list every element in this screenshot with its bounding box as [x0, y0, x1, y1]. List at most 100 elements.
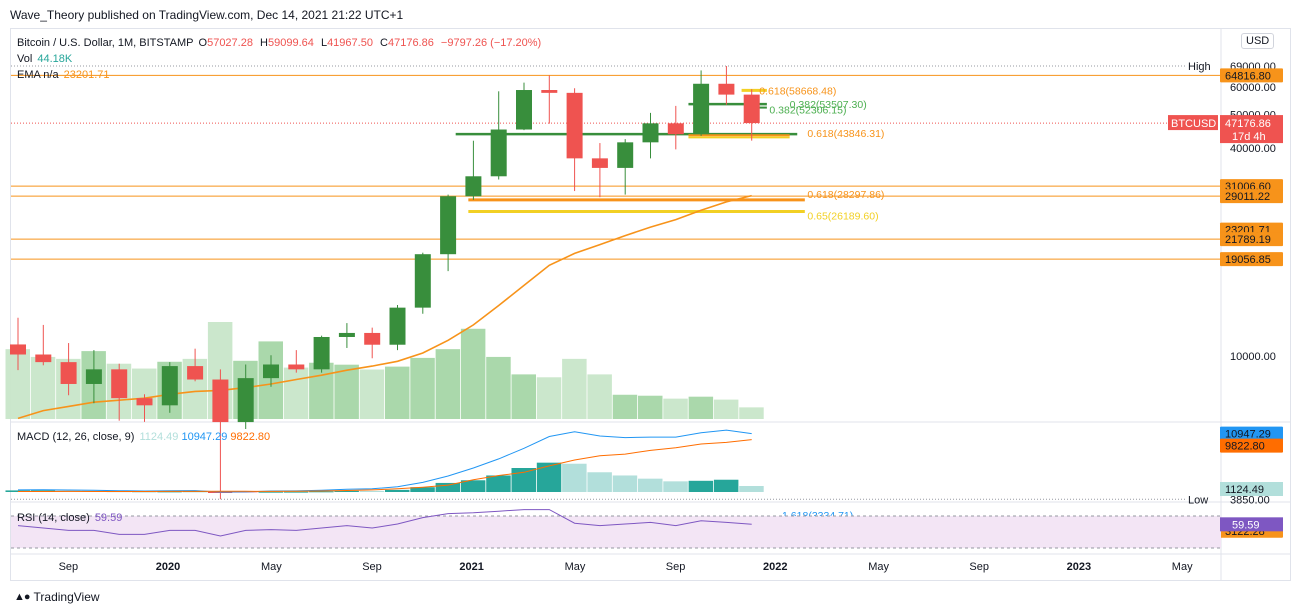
- volume-bar: [713, 399, 739, 419]
- candle-body: [743, 94, 760, 124]
- fib-annotation-label: 0.65(26189.60): [807, 210, 878, 222]
- price-axis-label: 60000.00: [1230, 82, 1276, 94]
- macd-histogram-bar: [309, 491, 334, 493]
- currency-button[interactable]: USD: [1241, 33, 1275, 49]
- macd-histogram-bar: [5, 490, 30, 492]
- level-tag-bg: [1220, 189, 1283, 204]
- chart-frame: [10, 28, 1291, 581]
- current-price-tag-bg: [1220, 115, 1283, 144]
- candle-body: [516, 90, 532, 130]
- macd-histogram-bar: [511, 468, 536, 492]
- time-axis-label: Sep: [969, 561, 989, 573]
- candle-body: [591, 158, 608, 168]
- publisher-line: Wave_Theory published on TradingView.com…: [10, 8, 404, 22]
- candle-body: [60, 362, 77, 384]
- level-tag-bg: [1220, 68, 1283, 83]
- candle-body: [136, 398, 153, 406]
- macd-histogram-bar: [713, 479, 739, 492]
- ohlc-legend: Bitcoin / U.S. Dollar, 1M, BITSTAMP O570…: [17, 36, 541, 50]
- macd-histogram-bar: [233, 492, 258, 493]
- macd-histogram-bar: [536, 462, 562, 492]
- level-tag-bg: [1220, 252, 1283, 267]
- macd-signal-line: [18, 439, 752, 492]
- symbol-name: Bitcoin / U.S. Dollar, 1M, BITSTAMP: [17, 37, 194, 49]
- symbol-tag-text: BTCUSD: [1171, 118, 1216, 130]
- rsi-tag-bg: [1220, 517, 1283, 532]
- time-axis-label: 2020: [156, 561, 180, 573]
- time-axis-label: 2022: [763, 561, 787, 573]
- macd-histogram-bar: [435, 482, 461, 492]
- time-axis-label: Sep: [666, 561, 686, 573]
- symbol-tag-bg: [1168, 115, 1218, 131]
- current-price-tag-value: 47176.86: [1225, 118, 1271, 130]
- rsi-tag: 59.59: [1232, 519, 1260, 531]
- volume-bar: [536, 377, 562, 419]
- macd-histogram-bar: [663, 481, 688, 492]
- volume-bar: [562, 358, 587, 419]
- candle-body: [10, 344, 26, 355]
- volume-label: Vol: [17, 53, 33, 65]
- volume-bar: [612, 394, 638, 419]
- rsi-line: [17, 509, 752, 537]
- volume-bar: [283, 367, 309, 419]
- macd-histogram-bar: [359, 490, 385, 492]
- macd-line: [17, 429, 752, 493]
- rsi-legend: RSI (14, close) 59.59: [17, 511, 122, 525]
- high-key: H: [260, 37, 268, 49]
- candle-body: [490, 129, 507, 177]
- open-value: 57027.28: [207, 37, 253, 49]
- fib-annotation-label: 0.382(52306.15): [769, 105, 846, 117]
- candle-body: [566, 92, 583, 159]
- candle-body: [718, 83, 735, 95]
- candle-body: [263, 364, 279, 379]
- volume-legend: Vol 44.18K: [17, 52, 72, 66]
- macd-histogram-bar: [486, 475, 511, 492]
- candle-body: [212, 379, 229, 423]
- level-tag: 64816.80: [1225, 70, 1271, 82]
- macd-histogram-bar: [612, 475, 638, 492]
- candle-body: [414, 254, 431, 308]
- macd-hist-tag: 1124.49: [1225, 484, 1264, 496]
- candle-body: [237, 378, 254, 423]
- volume-bar: [385, 366, 410, 419]
- ema-value: 23201.71: [63, 69, 110, 81]
- candle-body: [111, 369, 128, 399]
- candle-body: [187, 366, 204, 380]
- macd-histogram-bar: [460, 480, 486, 492]
- price-axis-label: 3850.00: [1230, 494, 1270, 506]
- macd-hist-tag-bg: [1220, 482, 1283, 496]
- candle-body: [161, 366, 178, 406]
- time-axis-label: May: [1172, 561, 1193, 573]
- candle-body: [440, 196, 457, 255]
- macd-legend: MACD (12, 26, close, 9) 1124.49 10947.29…: [17, 430, 270, 444]
- volume-bar: [587, 374, 612, 419]
- time-axis-label: May: [565, 561, 586, 573]
- macd-histogram-bar: [739, 486, 764, 492]
- macd-histogram-bar: [207, 492, 233, 493]
- candle-body: [85, 369, 102, 384]
- level-tag: 21789.19: [1225, 234, 1271, 246]
- candle-body: [364, 332, 381, 345]
- time-axis-label: 2021: [459, 561, 483, 573]
- macd-histogram-bar: [258, 491, 283, 493]
- macd-hist-value: 1124.49: [139, 431, 179, 443]
- fib-annotation-label: 0.618(28297.86): [807, 189, 884, 201]
- time-axis-label: May: [261, 561, 282, 573]
- low-key: L: [320, 37, 328, 49]
- macd-histogram-bar: [587, 472, 612, 492]
- candle-body: [35, 354, 52, 363]
- volume-bar: [688, 396, 714, 419]
- macd-histogram-bar: [638, 478, 663, 492]
- volume-bar: [486, 356, 511, 419]
- marker-label-low: Low: [1188, 494, 1208, 506]
- close-key: C: [380, 37, 388, 49]
- candle-body: [617, 142, 634, 168]
- fib-annotation-label: 0.618(58668.48): [759, 85, 836, 97]
- macd-histogram-bar: [688, 480, 714, 492]
- low-value: 41967.50: [327, 37, 373, 49]
- price-axis-label: 10000.00: [1230, 351, 1276, 363]
- time-axis-label: Sep: [59, 561, 79, 573]
- macd-signal-tag-bg: [1220, 438, 1283, 453]
- macd-signal-value: 9822.80: [230, 431, 271, 443]
